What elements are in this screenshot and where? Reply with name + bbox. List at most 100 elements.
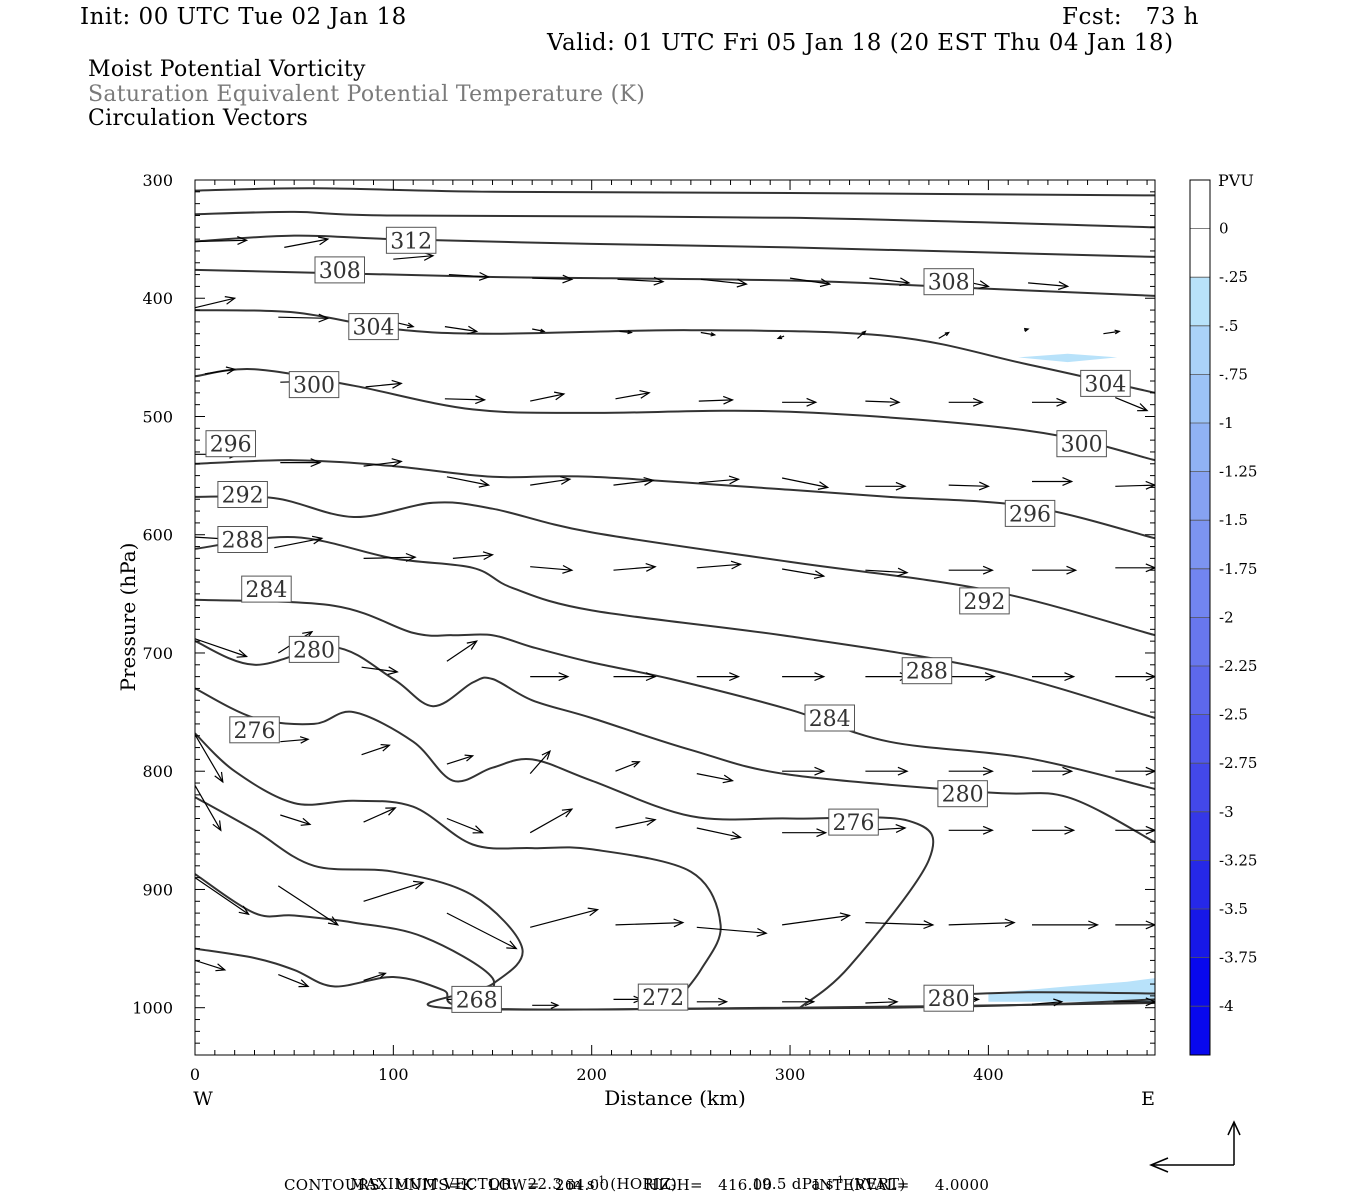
circulation-vector	[446, 912, 518, 950]
circulation-vector	[1023, 327, 1030, 332]
colorbar-label: -3.5	[1219, 900, 1248, 918]
circulation-vector	[865, 997, 899, 1007]
contour-label: 276	[833, 811, 875, 836]
contour-label-box	[385, 226, 437, 254]
circulation-vector	[696, 560, 743, 570]
circulation-vector	[857, 330, 867, 339]
circulation-vector	[613, 477, 655, 486]
field-title-mpv: Moist Potential Vorticity	[88, 57, 366, 82]
circulation-vector	[613, 563, 657, 572]
circulation-vector	[696, 827, 743, 840]
colorbar-label: -1.75	[1219, 560, 1257, 578]
colorbar-swatch	[1190, 228, 1210, 278]
axis-ticks	[194, 179, 1155, 1056]
theta-es-contour-line	[195, 234, 1155, 258]
circulation-vector	[1115, 825, 1155, 835]
circulation-vector	[1103, 329, 1121, 335]
circulation-vector	[865, 766, 909, 776]
circulation-vector	[782, 672, 826, 682]
y-tick-label: 800	[142, 762, 173, 781]
circulation-vector	[613, 672, 657, 682]
contour-label: 300	[1061, 433, 1103, 458]
circulation-vector	[698, 475, 741, 485]
contour-label: 276	[234, 719, 276, 744]
circulation-vector	[195, 959, 227, 972]
circulation-vector	[444, 325, 479, 335]
circulation-vector	[615, 817, 657, 829]
contour-label-box	[828, 808, 879, 836]
colorbar-label: -1.25	[1219, 463, 1257, 481]
circulation-vector	[195, 734, 224, 784]
circulation-vector	[869, 277, 911, 287]
circulation-vector	[1115, 563, 1155, 573]
circulation-vector	[1032, 397, 1068, 407]
circulation-vector	[1032, 477, 1074, 486]
colorbar-label: -3.25	[1219, 851, 1257, 869]
colorbar-label: -.75	[1219, 365, 1248, 383]
circulation-vector	[776, 335, 785, 340]
y-tick-label: 300	[142, 171, 173, 190]
circulation-vector	[280, 458, 322, 468]
colorbar-swatch	[1190, 423, 1210, 472]
colorbar-label: -3	[1219, 803, 1234, 821]
circulation-vector	[700, 331, 717, 337]
contour-label: 292	[222, 484, 264, 509]
colorbar-label: 0	[1219, 220, 1229, 238]
circulation-vector	[1032, 766, 1074, 776]
max-vector-horiz: MAXIMUM VECTOR: 22.3 m s	[350, 1175, 595, 1193]
colorbar-swatch	[1190, 568, 1210, 618]
x-tick-label: 100	[378, 1065, 409, 1084]
colorbar-swatch	[1190, 860, 1210, 909]
y-tick-labels: 300 400 500 600 700 800 900 1000	[132, 171, 173, 1018]
circulation-vectors	[195, 236, 1155, 1009]
circulation-vector	[278, 313, 330, 323]
colorbar-swatch	[1190, 471, 1210, 521]
circulation-vector	[782, 828, 828, 838]
contour-label-box	[1056, 430, 1107, 458]
circulation-vector	[280, 736, 310, 744]
circulation-vector	[1032, 825, 1076, 835]
theta-es-contour-line	[195, 732, 722, 1009]
contour-label: 296	[210, 433, 252, 458]
theta-es-contour-line	[195, 268, 1155, 297]
circulation-vector	[619, 330, 633, 335]
contour-label: 280	[942, 783, 984, 808]
circulation-vector	[781, 477, 830, 490]
colorbar-label: -.25	[1219, 268, 1248, 286]
x-tick-label: 200	[576, 1065, 607, 1084]
circulation-vector	[948, 565, 994, 575]
circulation-vector	[363, 807, 397, 823]
contour-label: 292	[963, 590, 1005, 615]
y-tick-label: 500	[142, 408, 173, 427]
theta-es-contours	[195, 187, 1155, 1011]
circulation-vector	[530, 672, 570, 682]
colorbar-label: -4	[1219, 997, 1234, 1015]
circulation-vector	[1032, 920, 1100, 930]
contour-label: 308	[928, 271, 970, 296]
circulation-vector	[530, 476, 572, 486]
circulation-vector	[195, 638, 249, 658]
circulation-vector	[948, 672, 996, 682]
circulation-vector	[1115, 920, 1155, 930]
colorbar: 0 -.25 -.5 -.75 -1 -1.25 -1.5 -1.75 -2 -2.25 -2.5 -…	[1189, 179, 1257, 1056]
circulation-vector	[865, 567, 909, 577]
x-tick-label: 400	[973, 1065, 1004, 1084]
circulation-vector	[782, 766, 826, 776]
circulation-vector	[365, 379, 403, 389]
circulation-vector	[1028, 281, 1070, 291]
circulation-vector	[363, 458, 403, 467]
circulation-vector	[1115, 397, 1149, 412]
contour-label: 284	[809, 707, 851, 732]
circulation-vector	[195, 236, 249, 245]
circulation-vector	[284, 236, 330, 248]
circulation-vector	[696, 773, 735, 784]
mpv-shaded-region	[1018, 353, 1118, 363]
theta-es-contour-line	[195, 187, 1155, 197]
colorbar-label: -2.25	[1219, 657, 1257, 675]
theta-es-contour-line	[195, 873, 496, 1009]
contour-label: 288	[906, 660, 948, 685]
contour-label-box	[1004, 499, 1056, 527]
mpv-shaded-region	[290, 965, 318, 977]
contour-label: 300	[293, 374, 335, 399]
